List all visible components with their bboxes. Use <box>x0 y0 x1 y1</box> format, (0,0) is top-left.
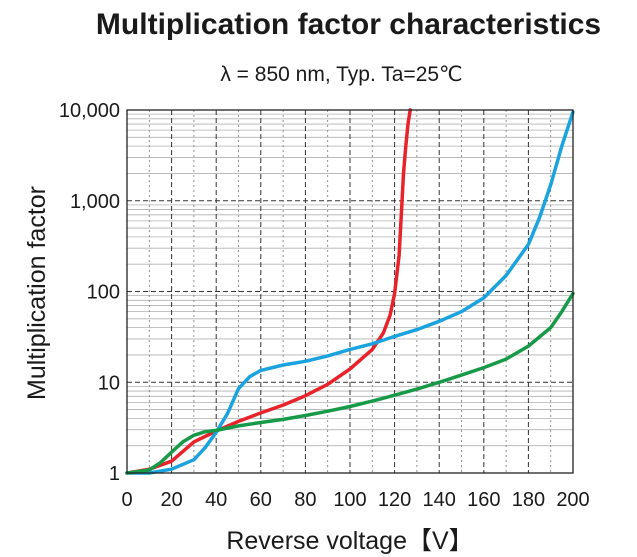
series-line-1 <box>125 108 412 475</box>
axes: 0 20 40 60 80 100 120 140 160 180 200 1 10 100 1,000 10… <box>59 100 590 511</box>
y-tick-label: 10 <box>98 372 120 394</box>
y-tick-label: 10,000 <box>59 100 120 122</box>
y-tick-label: 100 <box>87 282 120 304</box>
series-line-3 <box>125 291 575 475</box>
x-tick-label: 200 <box>556 489 589 511</box>
x-tick-label: 180 <box>512 489 545 511</box>
x-tick-label: 40 <box>205 489 227 511</box>
y-tick-label: 1,000 <box>70 191 120 213</box>
x-axis-label: Reverse voltage【V】 <box>226 527 473 555</box>
grid-lines <box>127 110 573 473</box>
x-tick-label: 140 <box>423 489 456 511</box>
plot-frame <box>126 109 574 474</box>
x-tick-label: 160 <box>467 489 500 511</box>
y-axis-label: Multiplication factor <box>23 186 51 400</box>
x-tick-label: 60 <box>250 489 272 511</box>
x-tick-label: 0 <box>121 489 132 511</box>
chart-subtitle: λ = 850 nm, Typ. Ta=25℃ <box>220 63 463 86</box>
x-tick-label: 20 <box>160 489 182 511</box>
y-tick-label: 1 <box>109 463 120 485</box>
x-tick-label: 120 <box>378 489 411 511</box>
chart-title: Multiplication factor characteristics <box>95 8 602 41</box>
series-lines <box>125 108 575 475</box>
x-tick-label: 100 <box>333 489 366 511</box>
series-line-2 <box>125 110 575 475</box>
x-tick-label: 80 <box>294 489 316 511</box>
